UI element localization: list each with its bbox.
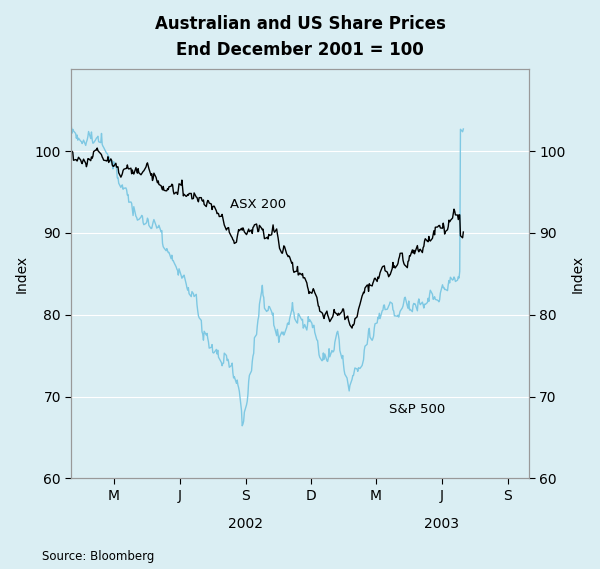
Title: Australian and US Share Prices
End December 2001 = 100: Australian and US Share Prices End Decem…: [155, 15, 445, 59]
Y-axis label: Index: Index: [15, 255, 29, 293]
Text: ASX 200: ASX 200: [230, 199, 286, 211]
Text: Source: Bloomberg: Source: Bloomberg: [42, 550, 154, 563]
Text: S&P 500: S&P 500: [389, 403, 446, 416]
Y-axis label: Index: Index: [571, 255, 585, 293]
Text: 2002: 2002: [228, 517, 263, 531]
Text: 2003: 2003: [424, 517, 459, 531]
